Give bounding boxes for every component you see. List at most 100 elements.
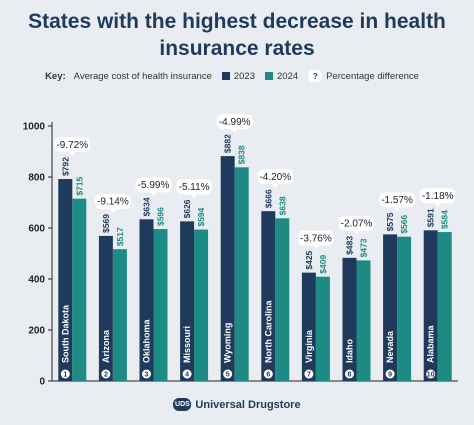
bar-value-label: $575 bbox=[385, 212, 395, 231]
rank-badge bbox=[425, 368, 437, 380]
chart-title: States with the highest decrease in heal… bbox=[28, 10, 446, 60]
bar-value-label: $638 bbox=[277, 196, 287, 215]
difference-label: -3.76% bbox=[300, 233, 332, 244]
bar-value-label: $626 bbox=[182, 199, 192, 218]
bar-value-label: $473 bbox=[359, 238, 369, 257]
difference-label: -5.11% bbox=[179, 182, 210, 193]
bar-2023 bbox=[301, 272, 316, 381]
bar-2024 bbox=[194, 229, 209, 381]
bar-value-label: $584 bbox=[440, 210, 450, 229]
bar-value-label: $483 bbox=[345, 236, 355, 255]
bar-2024 bbox=[275, 218, 290, 381]
difference-bubble bbox=[135, 177, 172, 193]
category-label: Virginia bbox=[304, 329, 314, 363]
rank-badge bbox=[262, 368, 274, 380]
category-label: Missouri bbox=[182, 326, 192, 363]
bar-value-label: $517 bbox=[115, 227, 125, 246]
difference-bubble bbox=[94, 193, 131, 209]
difference-bubble-tail bbox=[150, 192, 157, 197]
difference-bubble bbox=[338, 215, 375, 231]
difference-bubble-tail bbox=[69, 152, 76, 157]
bar-value-label: $569 bbox=[101, 214, 111, 233]
rank-label: 2 bbox=[104, 372, 108, 379]
bar-2024 bbox=[153, 229, 168, 381]
difference-label: -9.14% bbox=[97, 197, 129, 208]
bar-value-label: $715 bbox=[74, 176, 84, 195]
difference-label: -5.99% bbox=[138, 180, 170, 191]
bar-value-label: $425 bbox=[304, 250, 314, 269]
speech-bubble-icon: ? bbox=[308, 70, 323, 82]
difference-bubble bbox=[257, 169, 294, 185]
difference-bubble bbox=[216, 114, 253, 130]
brand-name: Universal Drugstore bbox=[195, 398, 301, 411]
bar-2023 bbox=[58, 179, 73, 381]
bar-2024 bbox=[356, 260, 371, 381]
bar-2023 bbox=[423, 230, 438, 381]
bar-value-label: $634 bbox=[142, 197, 152, 216]
legend-label-2023: 2023 bbox=[233, 70, 255, 82]
brand-logo-icon: UDS bbox=[173, 398, 192, 411]
footer-brand: UDS Universal Drugstore bbox=[0, 398, 474, 411]
difference-bubble bbox=[297, 230, 334, 246]
difference-bubble bbox=[176, 179, 213, 195]
bar-2023 bbox=[98, 235, 113, 381]
bar-2023 bbox=[342, 257, 357, 381]
bar-2024 bbox=[397, 236, 412, 381]
bar-value-label: $596 bbox=[156, 207, 166, 226]
y-tick-label: 400 bbox=[28, 275, 45, 286]
key-label: Key: bbox=[45, 70, 66, 82]
bar-value-label: $838 bbox=[237, 145, 247, 164]
rank-label: 3 bbox=[145, 372, 149, 379]
category-label: Idaho bbox=[345, 338, 355, 363]
rank-badge bbox=[59, 368, 71, 380]
bar-2024 bbox=[234, 167, 249, 381]
bar-value-label: $882 bbox=[223, 134, 233, 153]
y-tick-label: 0 bbox=[39, 377, 45, 388]
rank-badge bbox=[384, 368, 396, 380]
rank-badge bbox=[303, 368, 315, 380]
difference-label: -2.07% bbox=[341, 219, 373, 230]
bar-2024 bbox=[72, 198, 87, 381]
difference-bubble-tail bbox=[191, 194, 198, 199]
category-label: Arizona bbox=[101, 329, 111, 363]
category-label: Wyoming bbox=[223, 323, 233, 363]
category-label: Nevada bbox=[385, 330, 395, 363]
difference-bubble-tail bbox=[272, 184, 279, 189]
bar-2023 bbox=[139, 219, 154, 381]
rank-label: 7 bbox=[307, 372, 311, 379]
legend-item-difference: ? Percentage difference bbox=[308, 70, 419, 82]
bar-2023 bbox=[383, 234, 398, 381]
rank-label: 9 bbox=[388, 372, 392, 379]
difference-label: -9.72% bbox=[56, 140, 88, 151]
rank-badge bbox=[141, 368, 152, 380]
difference-bubble bbox=[54, 137, 91, 153]
bar-2023 bbox=[220, 156, 235, 381]
rank-label: 5 bbox=[226, 372, 230, 379]
y-tick-label: 1000 bbox=[23, 122, 46, 133]
bar-value-label: $591 bbox=[426, 208, 436, 227]
bar-value-label: $566 bbox=[399, 214, 409, 233]
key-description: Average cost of health insurance bbox=[73, 70, 212, 82]
rank-badge bbox=[222, 368, 234, 380]
bar-2024 bbox=[437, 232, 452, 381]
rank-label: 4 bbox=[185, 372, 189, 379]
rank-label: 8 bbox=[348, 372, 352, 379]
difference-bubble-tail bbox=[434, 203, 441, 208]
difference-label: -4.20% bbox=[259, 172, 291, 183]
chart-key: Key: Average cost of health insurance 20… bbox=[0, 70, 474, 82]
bar-value-label: $666 bbox=[263, 189, 273, 208]
rank-badge bbox=[100, 368, 112, 380]
y-tick-label: 200 bbox=[28, 326, 45, 337]
rank-badge bbox=[344, 368, 355, 380]
legend-swatch-2024 bbox=[265, 72, 273, 80]
category-label: Alabama bbox=[426, 324, 436, 363]
difference-bubble-tail bbox=[231, 129, 238, 134]
y-tick-label: 600 bbox=[28, 224, 45, 235]
bar-2024 bbox=[112, 249, 127, 381]
legend-label-2024: 2024 bbox=[277, 70, 299, 82]
category-label: North Carolina bbox=[263, 300, 273, 363]
bar-value-label: $792 bbox=[60, 157, 70, 176]
difference-bubble-tail bbox=[312, 245, 319, 250]
bar-2023 bbox=[261, 211, 276, 381]
